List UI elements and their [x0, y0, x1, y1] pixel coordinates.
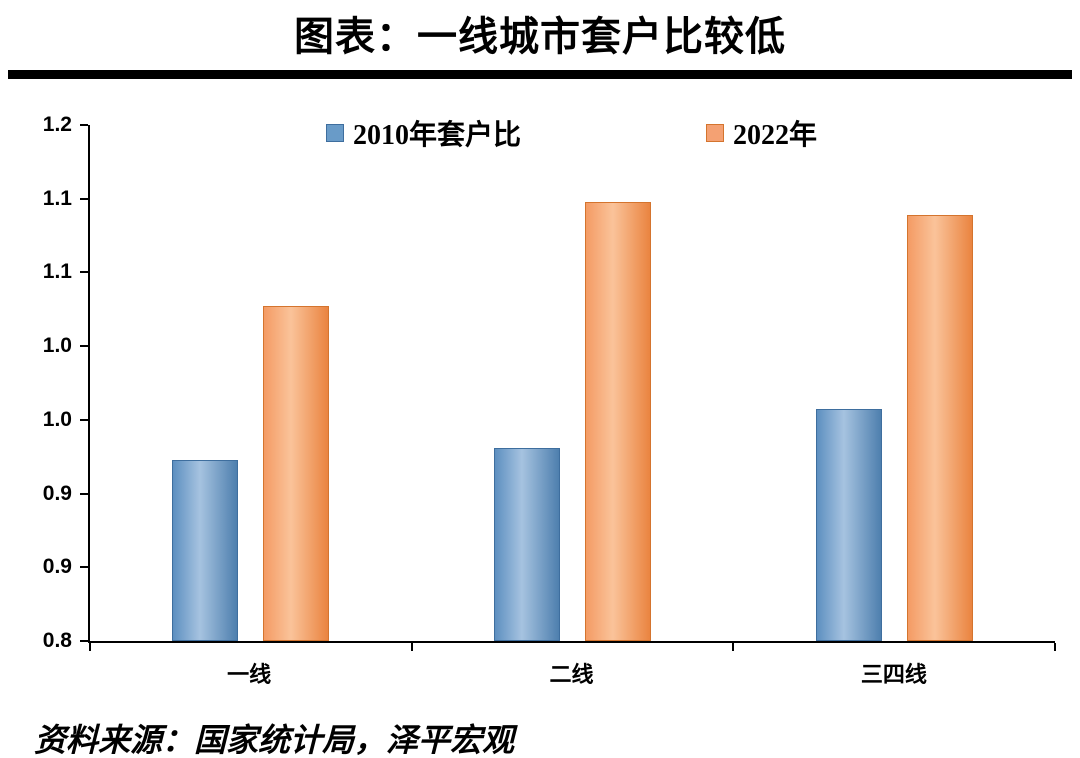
y-tick-mark: [80, 197, 88, 200]
legend-item-1: 2010年套户比: [325, 113, 521, 153]
x-axis-label: 三四线: [860, 662, 927, 687]
bar-2010年套户比-一线: [172, 460, 239, 641]
y-axis-label: 0.8: [42, 629, 72, 652]
y-tick-mark: [80, 640, 88, 642]
y-tick-mark: [80, 271, 88, 274]
y-tick-mark: [80, 566, 88, 569]
legend-label: 2022年: [733, 120, 818, 151]
legend-swatch: [325, 124, 344, 142]
bar-2022年-二线: [585, 202, 651, 641]
bar-group-2: [412, 125, 734, 641]
chart-legend: 2010年套户比 2022年: [88, 113, 1055, 153]
y-axis-label: 1.2: [42, 113, 72, 136]
title-divider: [8, 70, 1072, 79]
x-tick-mark: [1054, 643, 1056, 651]
y-axis-label: 0.9: [42, 555, 72, 579]
bar-2022年-三四线: [906, 215, 973, 641]
x-tick-mark: [89, 643, 91, 651]
legend-label: 2010年套户比: [352, 120, 521, 151]
source-note: 资料来源：国家统计局，泽平宏观: [34, 722, 515, 758]
y-tick-mark: [80, 124, 88, 126]
y-axis-label: 1.1: [42, 186, 72, 210]
x-axis-label: 一线: [227, 662, 272, 687]
x-tick-mark: [732, 643, 735, 651]
bar-group-1: [90, 125, 412, 641]
y-axis-label: 1.1: [42, 260, 72, 284]
bar-2010年套户比-二线: [494, 447, 560, 641]
bar-chart: 2010年套户比 2022年 1.2 1.1 1.1 1.0 1.0 0.9 0.9 0.8 一…: [0, 113, 1080, 689]
y-axis: 1.2 1.1 1.1 1.0 1.0 0.9 0.9 0.8: [0, 113, 88, 652]
x-axis-label: 二线: [549, 662, 594, 687]
plot-row: 1.2 1.1 1.1 1.0 1.0 0.9 0.9 0.8: [0, 113, 1080, 652]
y-tick-mark: [80, 345, 88, 348]
y-axis-label: 1.0: [42, 334, 72, 358]
bar-2022年-一线: [263, 305, 330, 641]
page-title: 图表：一线城市套户比较低: [294, 15, 786, 59]
plot-area: [88, 125, 1056, 651]
legend-item-2: 2022年: [706, 113, 817, 153]
legend-swatch: [706, 124, 724, 142]
x-tick-mark: [410, 643, 413, 651]
y-axis-label: 1.0: [42, 407, 72, 431]
bar-group-3: [733, 125, 1055, 641]
y-tick-mark: [80, 418, 88, 421]
x-axis-labels: 一线 二线 三四线: [88, 657, 1055, 689]
bar-2010年套户比-三四线: [815, 408, 882, 641]
y-tick-mark: [80, 492, 88, 495]
y-axis-label: 0.9: [42, 481, 72, 505]
